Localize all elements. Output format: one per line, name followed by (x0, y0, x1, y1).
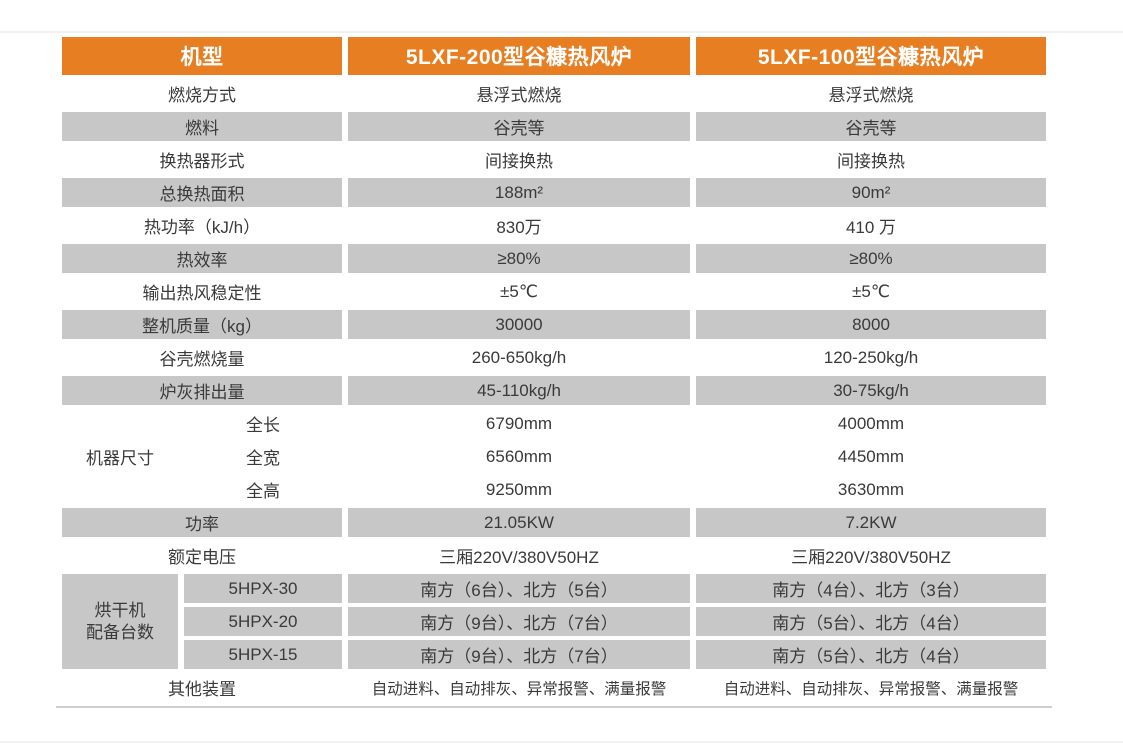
row-value-200: 9250mm (348, 475, 690, 504)
row-value-200: ≥80% (348, 244, 690, 273)
row-label: 热效率 (62, 244, 342, 273)
table-row-ash-output: 炉灰排出量 45-110kg/h 30-75kg/h (62, 376, 1046, 405)
row-value-100: 410 万 (696, 211, 1046, 240)
table-row-voltage: 额定电压 三厢220V/380V50HZ 三厢220V/380V50HZ (62, 541, 1046, 570)
table-row-husk-burn-rate: 谷壳燃烧量 260-650kg/h 120-250kg/h (62, 343, 1046, 372)
row-label: 热功率（kJ/h） (62, 211, 342, 240)
dryer-sub-label: 5HPX-20 (184, 607, 342, 636)
row-label: 换热器形式 (62, 145, 342, 174)
row-value-200: 南方（6台）、北方（5台） (348, 574, 690, 603)
row-value-200: 830万 (348, 211, 690, 240)
row-value-200: 谷壳等 (348, 112, 690, 141)
row-value-200: ±5℃ (348, 277, 690, 306)
spec-table-container: 机型 5LXF-200型谷糠热风炉 5LXF-100型谷糠热风炉 燃烧方式 悬浮… (56, 33, 1052, 708)
row-value-200: 188m² (348, 178, 690, 207)
row-value-200: 21.05KW (348, 508, 690, 537)
row-value-200: 30000 (348, 310, 690, 339)
page-top-rule (0, 31, 1123, 33)
row-label: 总换热面积 (62, 178, 342, 207)
table-row-fuel: 燃料 谷壳等 谷壳等 (62, 112, 1046, 141)
table-row-dryer-5hpx15: 5HPX-15 南方（9台）、北方（7台） 南方（5台）、北方（4台） (62, 640, 1046, 669)
row-value-200: 6790mm (348, 409, 690, 438)
row-value-100: 三厢220V/380V50HZ (696, 541, 1046, 570)
row-value-100: 悬浮式燃烧 (696, 79, 1046, 108)
row-value-100: 南方（4台）、北方（3台） (696, 574, 1046, 603)
header-row: 机型 5LXF-200型谷糠热风炉 5LXF-100型谷糠热风炉 (62, 37, 1046, 75)
row-value-100: 8000 (696, 310, 1046, 339)
row-value-200: 间接换热 (348, 145, 690, 174)
dryer-sub-label: 5HPX-15 (184, 640, 342, 669)
row-label: 额定电压 (62, 541, 342, 570)
table-row-dryer-5hpx20: 5HPX-20 南方（9台）、北方（7台） 南方（5台）、北方（4台） (62, 607, 1046, 636)
row-label: 谷壳燃烧量 (62, 343, 342, 372)
row-label: 燃料 (62, 112, 342, 141)
page-bottom-rule (0, 741, 1123, 743)
row-value-100: 南方（5台）、北方（4台） (696, 607, 1046, 636)
dims-group-label: 机器尺寸 (62, 409, 178, 504)
row-value-100: ≥80% (696, 244, 1046, 273)
row-label: 其他装置 (62, 673, 342, 702)
row-label: 输出热风稳定性 (62, 277, 342, 306)
header-5lxf-200: 5LXF-200型谷糠热风炉 (348, 37, 690, 75)
row-value-200: 三厢220V/380V50HZ (348, 541, 690, 570)
row-value-100: 谷壳等 (696, 112, 1046, 141)
row-value-100: 4450mm (696, 442, 1046, 471)
dim-sub-label: 全高 (184, 475, 342, 504)
table-row-power: 功率 21.05KW 7.2KW (62, 508, 1046, 537)
row-value-100: 南方（5台）、北方（4台） (696, 640, 1046, 669)
spec-table: 机型 5LXF-200型谷糠热风炉 5LXF-100型谷糠热风炉 燃烧方式 悬浮… (56, 33, 1052, 708)
table-row-dim-width: 全宽 6560mm 4450mm (62, 442, 1046, 471)
row-value-200: 6560mm (348, 442, 690, 471)
table-row-stability: 输出热风稳定性 ±5℃ ±5℃ (62, 277, 1046, 306)
row-value-100: 4000mm (696, 409, 1046, 438)
dim-sub-label: 全长 (184, 409, 342, 438)
table-row-weight: 整机质量（kg） 30000 8000 (62, 310, 1046, 339)
row-value-100: 间接换热 (696, 145, 1046, 174)
row-value-100: ±5℃ (696, 277, 1046, 306)
row-value-100: 7.2KW (696, 508, 1046, 537)
row-value-200: 南方（9台）、北方（7台） (348, 607, 690, 636)
row-value-200: 南方（9台）、北方（7台） (348, 640, 690, 669)
row-value-200: 自动进料、自动排灰、异常报警、满量报警 (348, 673, 690, 702)
table-row-combustion: 燃烧方式 悬浮式燃烧 悬浮式燃烧 (62, 79, 1046, 108)
table-row-heat-power: 热功率（kJ/h） 830万 410 万 (62, 211, 1046, 240)
dryer-group-label: 烘干机 配备台数 (62, 574, 178, 669)
row-label: 整机质量（kg） (62, 310, 342, 339)
table-row-heat-exchanger: 换热器形式 间接换热 间接换热 (62, 145, 1046, 174)
row-value-100: 30-75kg/h (696, 376, 1046, 405)
row-label: 功率 (62, 508, 342, 537)
table-row-dryer-5hpx30: 烘干机 配备台数 5HPX-30 南方（6台）、北方（5台） 南方（4台）、北方… (62, 574, 1046, 669)
table-row-other-devices: 其他装置 自动进料、自动排灰、异常报警、满量报警 自动进料、自动排灰、异常报警、… (62, 673, 1046, 702)
row-value-100: 90m² (696, 178, 1046, 207)
table-row-dim-length: 机器尺寸 全长 6790mm 4000mm (62, 409, 1046, 504)
table-row-heat-area: 总换热面积 188m² 90m² (62, 178, 1046, 207)
row-value-100: 自动进料、自动排灰、异常报警、满量报警 (696, 673, 1046, 702)
dryer-sub-label: 5HPX-30 (184, 574, 342, 603)
row-value-100: 3630mm (696, 475, 1046, 504)
row-value-200: 悬浮式燃烧 (348, 79, 690, 108)
header-model: 机型 (62, 37, 342, 75)
row-label: 炉灰排出量 (62, 376, 342, 405)
row-value-200: 260-650kg/h (348, 343, 690, 372)
table-row-efficiency: 热效率 ≥80% ≥80% (62, 244, 1046, 273)
row-value-100: 120-250kg/h (696, 343, 1046, 372)
row-value-200: 45-110kg/h (348, 376, 690, 405)
dim-sub-label: 全宽 (184, 442, 342, 471)
header-5lxf-100: 5LXF-100型谷糠热风炉 (696, 37, 1046, 75)
row-label: 燃烧方式 (62, 79, 342, 108)
table-row-dim-height: 全高 9250mm 3630mm (62, 475, 1046, 504)
